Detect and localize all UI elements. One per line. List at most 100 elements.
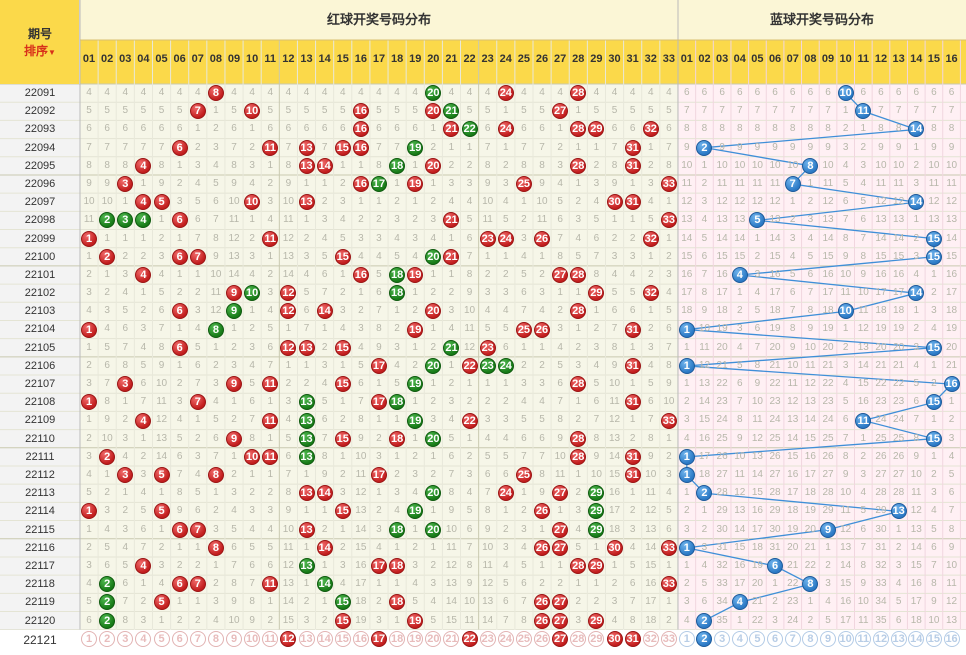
blue-miss-count: 10 [804, 341, 816, 353]
red-ball: 27 [552, 539, 569, 556]
red-miss-count: 5 [629, 559, 636, 571]
blue-miss-count: 7 [789, 305, 796, 317]
predict-red-ball[interactable]: 7 [189, 630, 206, 647]
blue-col-04: 04 [733, 53, 746, 65]
issue-number: 22104 [24, 323, 56, 336]
blue-miss-count: 16 [822, 268, 834, 280]
predict-red-ball[interactable]: 10 [244, 630, 261, 647]
predict-red-ball[interactable]: 16 [352, 630, 369, 647]
issue-number: 22119 [25, 596, 55, 609]
predict-red-ball[interactable]: 29 [588, 630, 605, 647]
predict-red-ball[interactable]: 20 [425, 630, 442, 647]
predict-red-ball[interactable]: 26 [534, 630, 551, 647]
red-miss-count: 1 [575, 141, 582, 153]
blue-miss-count: 15 [769, 250, 781, 262]
blue-miss-count: 3 [913, 341, 920, 353]
predict-red-ball[interactable]: 14 [316, 630, 333, 647]
predict-red-ball[interactable]: 4 [135, 630, 152, 647]
predict-red-ball[interactable]: 18 [389, 630, 406, 647]
blue-miss-count: 17 [716, 287, 728, 299]
predict-red-ball[interactable]: 23 [479, 630, 496, 647]
blue-miss-count: 7 [754, 341, 761, 353]
predict-red-ball[interactable]: 9 [226, 630, 243, 647]
red-miss-count: 3 [666, 268, 672, 280]
blue-miss-count: 2 [772, 596, 778, 608]
blue-ball: 2 [696, 139, 713, 156]
blue-miss-count: 11 [716, 177, 728, 189]
red-ball: 16 [352, 266, 369, 283]
predict-red-ball[interactable]: 21 [443, 630, 460, 647]
red-miss-count: 9 [285, 177, 292, 189]
predict-blue-ball[interactable]: 14 [908, 630, 925, 647]
blue-miss-count: 13 [910, 523, 922, 535]
red-ball: 7 [189, 103, 206, 120]
predict-blue-ball-selected[interactable]: 2 [696, 630, 713, 647]
predict-red-ball-selected[interactable]: 27 [552, 630, 569, 647]
predict-blue-ball[interactable]: 9 [820, 630, 837, 647]
red-miss-count: 5 [647, 105, 654, 117]
blue-col-05: 05 [751, 53, 764, 65]
blue-miss-count: 7 [789, 105, 796, 117]
predict-blue-ball[interactable]: 5 [749, 630, 766, 647]
blue-miss-count: 1 [860, 432, 867, 444]
predict-red-ball[interactable]: 2 [99, 630, 116, 647]
blue-miss-count: 7 [860, 541, 867, 553]
predict-red-ball[interactable]: 1 [81, 630, 98, 647]
blue-miss-count: 8 [736, 414, 743, 426]
predict-red-ball[interactable]: 28 [570, 630, 587, 647]
blue-miss-count: 22 [769, 378, 781, 390]
predict-red-ball-selected[interactable]: 31 [624, 630, 641, 647]
blue-miss-count: 21 [787, 559, 799, 571]
red-miss-count: 2 [575, 414, 582, 426]
predict-blue-ball[interactable]: 4 [731, 630, 748, 647]
red-miss-count: 2 [575, 487, 582, 499]
red-miss-count: 10 [554, 450, 566, 462]
blue-miss-count: 1 [931, 450, 937, 462]
red-miss-count: 3 [303, 250, 310, 262]
predict-red-ball[interactable]: 25 [515, 630, 532, 647]
predict-red-ball-selected[interactable]: 30 [606, 630, 623, 647]
predict-red-ball[interactable]: 8 [207, 630, 224, 647]
red-ball: 6 [171, 521, 188, 538]
repeat-red-ball: 20 [425, 248, 442, 265]
red-miss-count: 4 [503, 559, 509, 571]
predict-blue-ball[interactable]: 1 [678, 630, 695, 647]
red-miss-count: 1 [86, 341, 92, 353]
red-miss-count: 7 [466, 541, 473, 553]
blue-miss-count: 7 [948, 505, 955, 517]
red-miss-count: 2 [285, 378, 292, 390]
predict-blue-ball[interactable]: 8 [802, 630, 819, 647]
sort-button[interactable]: 排序▼ [18, 42, 62, 59]
predict-red-ball[interactable]: 32 [642, 630, 659, 647]
blue-miss-count: 10 [751, 396, 763, 408]
predict-red-ball-selected[interactable]: 22 [461, 630, 478, 647]
predict-blue-ball[interactable]: 12 [872, 630, 889, 647]
predict-blue-ball[interactable]: 6 [767, 630, 784, 647]
red-miss-count: 4 [339, 87, 346, 98]
predict-blue-ball[interactable]: 13 [890, 630, 907, 647]
predict-red-ball[interactable]: 33 [660, 630, 677, 647]
predict-red-ball[interactable]: 24 [497, 630, 514, 647]
predict-red-ball[interactable]: 15 [334, 630, 351, 647]
predict-red-ball[interactable]: 13 [298, 630, 315, 647]
blue-miss-count: 11 [734, 468, 745, 480]
predict-blue-ball[interactable]: 7 [784, 630, 801, 647]
red-miss-count: 2 [321, 614, 328, 626]
predict-blue-ball[interactable]: 3 [714, 630, 731, 647]
predict-red-ball[interactable]: 6 [171, 630, 188, 647]
predict-red-ball[interactable]: 3 [117, 630, 134, 647]
predict-blue-ball[interactable]: 10 [837, 630, 854, 647]
red-miss-count: 6 [285, 123, 292, 135]
predict-red-ball[interactable]: 11 [262, 630, 279, 647]
predict-red-ball-selected[interactable]: 12 [280, 630, 297, 647]
blue-miss-count: 12 [787, 396, 799, 408]
predict-red-ball[interactable]: 19 [407, 630, 424, 647]
red-miss-count: 11 [482, 559, 493, 571]
red-miss-count: 1 [430, 378, 437, 390]
red-miss-count: 1 [629, 487, 636, 499]
predict-blue-ball[interactable]: 11 [855, 630, 872, 647]
predict-red-ball-selected[interactable]: 17 [370, 630, 387, 647]
predict-red-ball[interactable]: 5 [153, 630, 170, 647]
predict-blue-ball[interactable]: 16 [943, 630, 960, 647]
predict-blue-ball[interactable]: 15 [925, 630, 942, 647]
